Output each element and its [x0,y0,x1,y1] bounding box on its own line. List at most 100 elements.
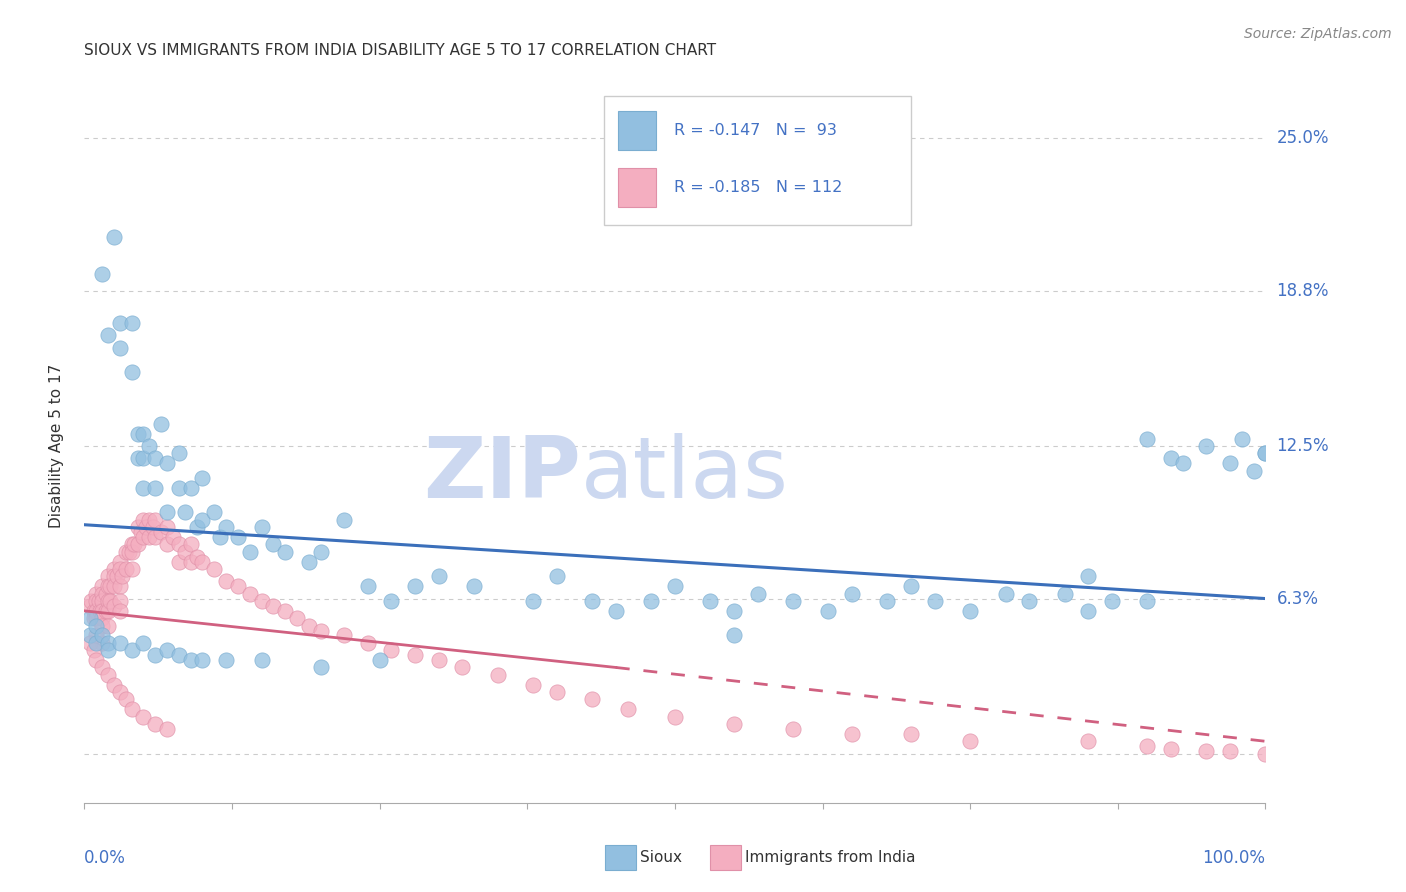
Point [1219,744,1241,758]
Point [581,692,603,706]
FancyBboxPatch shape [605,96,911,225]
Point [167,555,190,569]
Point [215,653,238,667]
Point [108,316,131,330]
Point [1171,456,1194,470]
Point [1053,587,1076,601]
Point [132,636,155,650]
Point [186,549,208,564]
Point [546,685,568,699]
Point [103,569,125,583]
Point [97,328,120,343]
Point [132,426,155,441]
Text: Source: ZipAtlas.com: Source: ZipAtlas.com [1244,27,1392,41]
Point [91,594,114,608]
Point [111,569,134,583]
Text: 100.0%: 100.0% [1202,849,1265,867]
Point [1230,432,1253,446]
Text: 25.0%: 25.0% [1277,129,1329,147]
Point [79,628,101,642]
Point [250,594,273,608]
Text: R = -0.185   N = 112: R = -0.185 N = 112 [673,180,842,194]
Point [97,594,120,608]
Point [959,734,981,748]
Point [143,451,166,466]
Point [924,594,946,608]
Point [132,513,155,527]
Point [97,604,120,618]
Point [132,481,155,495]
Point [138,439,160,453]
Point [357,636,380,650]
Point [83,611,105,625]
Point [262,537,284,551]
Point [127,451,149,466]
Point [156,643,179,657]
Point [121,365,143,379]
Point [180,537,202,551]
Point [84,628,107,642]
Point [98,594,121,608]
Point [463,579,485,593]
Point [202,505,225,519]
Point [97,579,120,593]
Point [84,594,107,608]
Point [723,604,745,618]
Point [138,530,160,544]
Point [747,587,769,601]
Point [309,624,332,638]
Point [143,481,166,495]
Text: atlas: atlas [581,433,789,516]
Point [156,537,179,551]
Point [1101,594,1123,608]
Point [108,579,131,593]
Point [380,594,402,608]
Text: Sioux: Sioux [640,850,682,864]
Point [156,722,179,736]
Point [994,587,1017,601]
Point [142,520,165,534]
Point [156,456,179,470]
Point [1077,569,1099,583]
Point [664,709,686,723]
Point [84,611,107,625]
Point [173,505,195,519]
Point [91,267,114,281]
Point [1136,739,1159,754]
Point [167,481,190,495]
Point [274,545,297,559]
Point [91,579,114,593]
Point [486,668,509,682]
Point [98,579,121,593]
Text: ZIP: ZIP [423,433,581,516]
Point [357,579,380,593]
Point [121,545,143,559]
Point [91,611,114,625]
Point [83,643,105,657]
Point [103,678,125,692]
Point [404,579,426,593]
Point [427,653,450,667]
Point [84,636,107,650]
Point [900,727,922,741]
Point [118,545,141,559]
Text: 0.0%: 0.0% [84,849,127,867]
Point [1136,594,1159,608]
Point [1254,446,1277,460]
Point [97,569,120,583]
Point [79,636,101,650]
Point [84,653,107,667]
Point [121,702,143,716]
Point [84,604,107,618]
Point [522,594,544,608]
Point [605,604,627,618]
Point [226,530,249,544]
Point [581,594,603,608]
Point [239,545,262,559]
Point [616,702,638,716]
Point [108,594,131,608]
Point [298,555,321,569]
Point [368,653,391,667]
Point [640,594,662,608]
Point [97,618,120,632]
